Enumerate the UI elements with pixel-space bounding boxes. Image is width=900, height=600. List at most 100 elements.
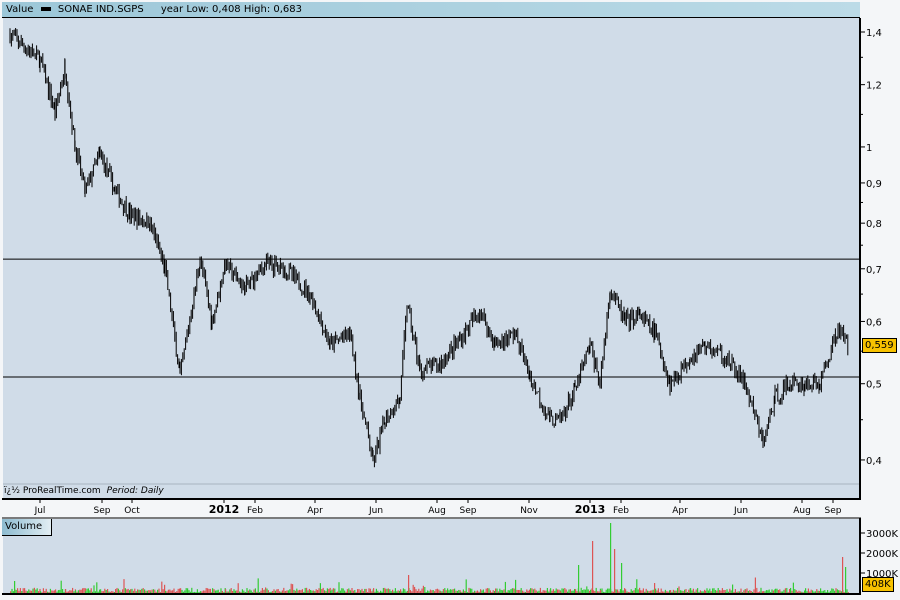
- volume-bar: [261, 587, 263, 593]
- volume-spike-bar: [842, 557, 844, 593]
- volume-bar: [630, 589, 632, 593]
- volume-bar: [184, 590, 186, 593]
- volume-bar: [339, 590, 341, 593]
- volume-bar: [429, 589, 431, 593]
- volume-bar: [26, 591, 28, 593]
- volume-bar: [732, 584, 734, 593]
- volume-bar: [555, 588, 557, 593]
- volume-bar: [241, 589, 243, 593]
- volume-bar: [409, 590, 411, 593]
- volume-bar: [192, 592, 194, 593]
- volume-bar: [377, 590, 379, 593]
- volume-bar: [734, 589, 736, 593]
- volume-bar: [775, 588, 777, 593]
- y-tick-label: 0,4: [866, 456, 882, 467]
- volume-bar: [434, 591, 436, 593]
- x-tick-label: Nov: [520, 506, 538, 516]
- volume-spike-bar: [614, 549, 616, 593]
- volume-bar: [480, 589, 482, 593]
- volume-bar: [415, 589, 417, 593]
- volume-bar: [404, 589, 406, 593]
- volume-bar: [286, 590, 288, 593]
- volume-bar: [41, 592, 43, 593]
- volume-bar: [380, 590, 382, 593]
- volume-bar: [724, 590, 726, 593]
- volume-bar: [257, 578, 259, 593]
- volume-bar: [322, 587, 324, 593]
- volume-bar: [572, 590, 574, 593]
- volume-bar: [174, 591, 176, 593]
- volume-bar: [469, 588, 471, 593]
- volume-bar: [509, 590, 511, 593]
- volume-bar: [51, 590, 53, 593]
- volume-bar: [49, 588, 51, 593]
- volume-bar: [587, 589, 589, 593]
- volume-bar: [712, 588, 714, 593]
- volume-y-tick-label: 1000K: [866, 569, 898, 580]
- volume-bar: [827, 590, 829, 593]
- volume-bar: [605, 589, 607, 593]
- volume-bar: [303, 591, 305, 593]
- volume-bar: [167, 589, 169, 593]
- volume-bar: [329, 587, 331, 593]
- volume-bar: [756, 587, 758, 593]
- volume-bar: [350, 590, 352, 593]
- volume-bar: [21, 590, 23, 593]
- volume-bar: [727, 591, 729, 593]
- volume-bar: [829, 590, 831, 593]
- volume-bar: [562, 588, 564, 593]
- volume-bar: [561, 588, 563, 593]
- volume-bar: [602, 591, 604, 593]
- x-tick-label: Apr: [672, 506, 688, 516]
- volume-bar: [334, 588, 336, 593]
- volume-bar: [468, 587, 470, 593]
- volume-bar: [182, 591, 184, 593]
- volume-bar: [590, 589, 592, 593]
- volume-bar: [824, 590, 826, 593]
- volume-bar: [252, 592, 254, 593]
- volume-bar: [358, 589, 360, 593]
- volume-bar: [545, 590, 547, 593]
- y-tick-label: 1,4: [866, 28, 882, 39]
- y-tick-label: 0,9: [866, 179, 882, 190]
- volume-bar: [692, 588, 694, 593]
- volume-bar: [57, 590, 59, 593]
- volume-bar: [482, 589, 484, 593]
- volume-bar: [198, 592, 200, 593]
- volume-bar: [83, 587, 85, 593]
- volume-bar: [611, 591, 613, 593]
- volume-bar: [33, 587, 35, 593]
- volume-bar: [272, 591, 274, 593]
- volume-bar: [717, 587, 719, 593]
- volume-bar: [655, 588, 657, 593]
- volume-bar: [39, 588, 41, 593]
- x-tick-label: Jun: [733, 506, 748, 516]
- x-tick-label: 2012: [209, 503, 240, 516]
- volume-bar: [135, 591, 137, 593]
- volume-bar: [325, 591, 327, 593]
- volume-bar: [839, 590, 841, 593]
- volume-bar: [99, 589, 101, 593]
- volume-bar: [817, 590, 819, 593]
- volume-bar: [212, 588, 214, 593]
- volume-bar: [619, 589, 621, 593]
- volume-bar: [821, 591, 823, 593]
- volume-bar: [162, 589, 164, 593]
- volume-bar: [300, 590, 302, 593]
- volume-bar: [311, 590, 313, 593]
- volume-bar: [813, 591, 815, 593]
- volume-bar: [475, 591, 477, 593]
- panel-label: Value: [6, 4, 34, 15]
- volume-bar: [615, 589, 617, 593]
- volume-bar: [474, 590, 476, 593]
- volume-bar: [75, 590, 77, 593]
- volume-bar: [202, 590, 204, 593]
- volume-spike-bar: [408, 575, 410, 593]
- volume-bar: [440, 591, 442, 593]
- volume-bar: [345, 591, 347, 593]
- volume-bar: [116, 587, 118, 593]
- volume-bar: [783, 589, 785, 593]
- volume-bar: [338, 582, 340, 593]
- volume-bar: [40, 591, 42, 593]
- volume-bar: [187, 588, 189, 593]
